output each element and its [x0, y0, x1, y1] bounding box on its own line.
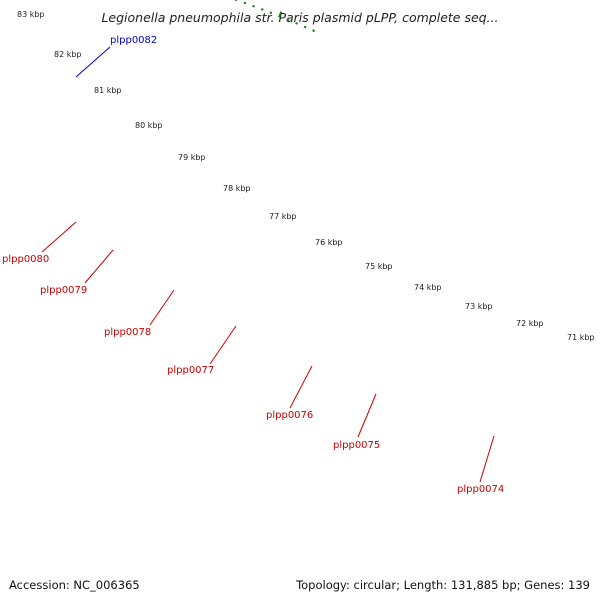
leader-line-plpp0077: [209, 325, 237, 365]
leader-line-plpp0075: [357, 393, 377, 438]
gene-label-plpp0078[interactable]: plpp0078: [104, 327, 151, 338]
inner-tick-minor-122: [295, 21, 299, 25]
leader-line-plpp0079: [84, 249, 114, 284]
inner-tick-minor-123: [303, 25, 307, 29]
tick-label-75: 75 kbp: [365, 262, 393, 271]
tick-label-82: 82 kbp: [54, 50, 82, 59]
leader-line-plpp0078: [149, 289, 175, 326]
tick-label-79: 79 kbp: [178, 153, 206, 162]
leader-line-plpp0080: [41, 221, 77, 253]
inner-tick-minor-116: [243, 1, 247, 5]
gene-label-plpp0080[interactable]: plpp0080: [2, 254, 49, 265]
tick-label-73: 73 kbp: [465, 302, 493, 311]
tick-label-80: 80 kbp: [135, 121, 163, 130]
map-title: Legionella pneumophila str. Paris plasmi…: [101, 10, 498, 25]
inner-tick-minor-124: [312, 29, 315, 33]
inner-tick-ring: [234, 0, 315, 33]
inner-tick-minor-118: [260, 8, 264, 11]
gene-label-plpp0079[interactable]: plpp0079: [40, 285, 87, 296]
leader-line-plpp0074: [479, 435, 495, 483]
tick-label-71: 71 kbp: [567, 333, 595, 342]
inner-tick-minor-119: [269, 11, 273, 15]
gene-label-plpp0074[interactable]: plpp0074: [457, 484, 504, 495]
accession-text: Accession: NC_006365: [9, 578, 140, 592]
tick-label-78: 78 kbp: [223, 184, 251, 193]
leader-line-plpp0076: [289, 365, 313, 409]
tick-label-77: 77 kbp: [269, 212, 297, 221]
inner-tick-minor-115: [234, 0, 238, 2]
gene-features: [0, 0, 118, 132]
gene-label-plpp0076[interactable]: plpp0076: [266, 410, 313, 421]
inner-tick-minor-117: [252, 4, 255, 8]
inner-tick-minor-121: [286, 18, 290, 22]
leader-line-plpp0082: [75, 46, 111, 78]
tick-labels: 83 kbp 82 kbp 81 kbp 80 kbp 79 kbp 78 kb…: [17, 10, 595, 342]
gene-label-plpp0082[interactable]: plpp0082: [110, 35, 157, 46]
sequence-summary: Topology: circular; Length: 131,885 bp; …: [296, 578, 590, 592]
tick-label-76: 76 kbp: [315, 238, 343, 247]
inner-tick-major-120: [278, 11, 283, 18]
tick-label-74: 74 kbp: [414, 283, 442, 292]
gene-label-plpp0077[interactable]: plpp0077: [167, 365, 214, 376]
gene-label-plpp0075[interactable]: plpp0075: [333, 440, 380, 451]
tick-label-81: 81 kbp: [94, 86, 122, 95]
tick-label-72: 72 kbp: [516, 319, 544, 328]
tick-label-83: 83 kbp: [17, 10, 45, 19]
